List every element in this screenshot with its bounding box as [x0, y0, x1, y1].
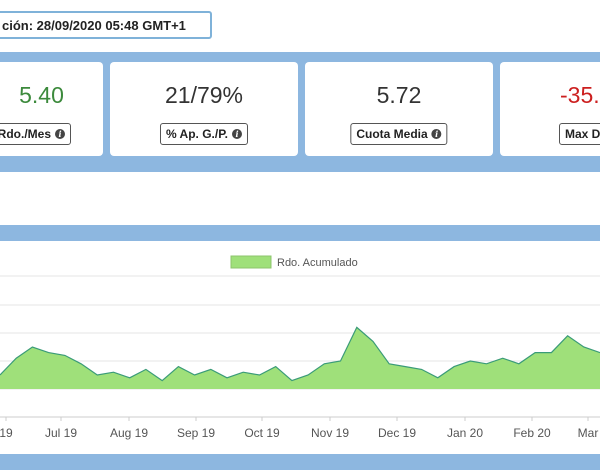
- last-update-text: ción: 28/09/2020 05:48 GMT+1: [2, 17, 186, 33]
- info-circle-icon[interactable]: i: [55, 129, 65, 139]
- chart-header-band: [0, 225, 600, 241]
- stat-label-text: % Ap. G./P.: [165, 127, 229, 141]
- stat-label-monthly-result[interactable]: Rdo./Mes i: [0, 123, 71, 145]
- x-tick-label: Sep 19: [177, 426, 215, 440]
- stat-label-avg-odds[interactable]: Cuota Media i: [350, 123, 448, 145]
- chart-svg: Rdo. Acumulado 19 Jul 19 Aug 19 Sep 19 Oct 19…: [0, 255, 600, 440]
- series-line: [0, 326, 600, 382]
- x-tick-label: Aug 19: [110, 426, 148, 440]
- last-update-bar: ción: 28/09/2020 05:48 GMT+1: [0, 11, 212, 39]
- series-area: [0, 327, 600, 389]
- stat-card-max-drawdown: -35. Max D: [500, 62, 600, 156]
- x-tick-label: Feb 20: [513, 426, 551, 440]
- x-tick-label: Mar: [578, 426, 599, 440]
- stat-value-win-loss: 21/79%: [164, 82, 243, 108]
- cumulative-result-chart: Rdo. Acumulado 19 Jul 19 Aug 19 Sep 19 Oct 19…: [0, 241, 600, 454]
- stat-label-text: Cuota Media: [356, 127, 428, 141]
- stat-label-win-loss[interactable]: % Ap. G./P. i: [159, 123, 249, 145]
- stat-card-avg-odds: 5.72 Cuota Media i: [305, 62, 493, 156]
- x-tick-label: 19: [0, 426, 13, 440]
- stat-card-win-loss: 21/79% % Ap. G./P. i: [110, 62, 298, 156]
- stat-label-max-drawdown[interactable]: Max D: [559, 123, 600, 145]
- x-tick-label: Dec 19: [378, 426, 416, 440]
- legend-swatch: [230, 255, 272, 269]
- stat-value-max-drawdown: -35.: [560, 82, 600, 108]
- x-tick-label: Jan 20: [447, 426, 483, 440]
- stat-label-text: Max D: [565, 127, 600, 141]
- x-tick-label: Oct 19: [244, 426, 280, 440]
- stat-value-avg-odds: 5.72: [376, 82, 422, 108]
- stat-value-monthly-result: 5.40: [19, 82, 64, 108]
- legend-label: Rdo. Acumulado: [277, 257, 358, 269]
- x-tick-label: Jul 19: [45, 426, 77, 440]
- info-circle-icon[interactable]: i: [431, 129, 442, 139]
- info-circle-icon[interactable]: i: [232, 129, 243, 139]
- x-tick-label: Nov 19: [311, 426, 349, 440]
- stat-card-monthly-result: 5.40 Rdo./Mes i: [0, 62, 103, 156]
- stat-label-text: Rdo./Mes: [0, 127, 51, 141]
- bottom-band: [0, 454, 600, 470]
